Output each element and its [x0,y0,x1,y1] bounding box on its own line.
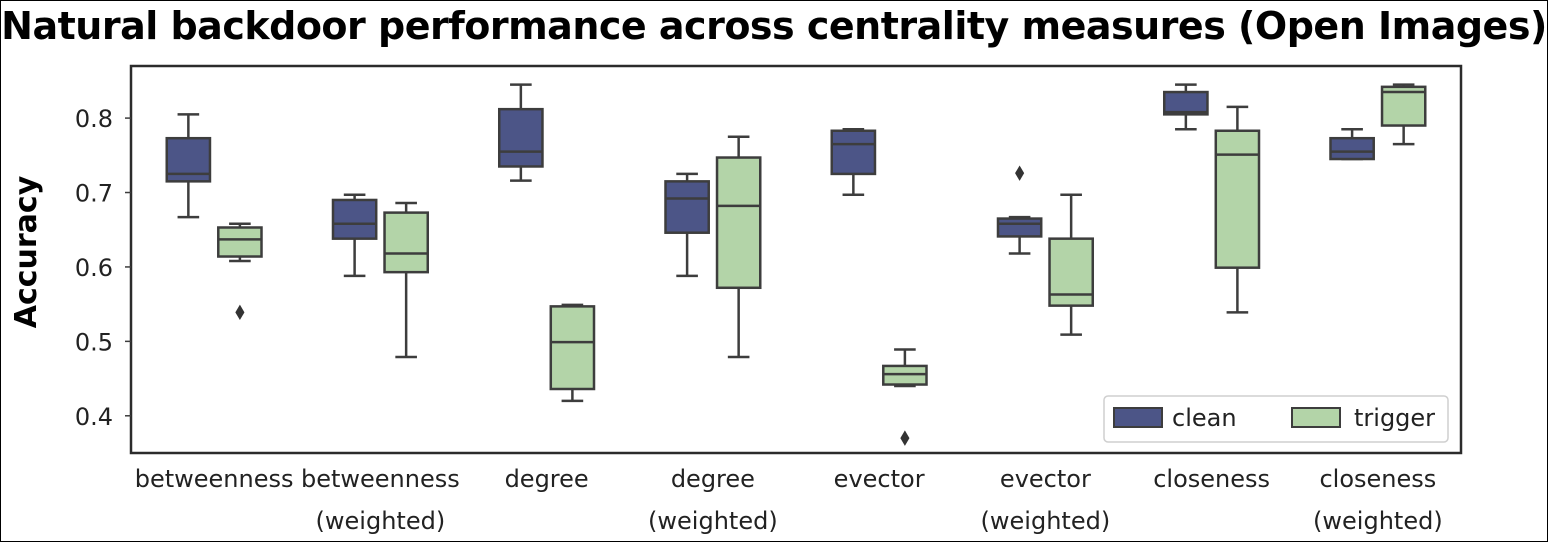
trigger-legend-label: trigger [1354,404,1435,432]
trigger-box-group [1380,83,1427,146]
outlier-marker [900,430,910,446]
legend-frame [1103,395,1449,443]
trigger-box-group [882,348,928,446]
x-category-label: (weighted) [648,507,778,535]
y-tick-label: 0.7 [75,180,113,208]
x-category-label: (weighted) [316,507,446,535]
clean-box [1162,90,1209,116]
clean-box-group [1162,83,1209,131]
clean-legend-swatch [1113,407,1163,428]
clean-box-group [996,165,1043,255]
trigger-box-group [549,303,596,403]
x-category-label: evector [1000,465,1091,493]
clean-box-group [1329,128,1375,161]
trigger-box-group [1048,193,1095,336]
trigger-box [549,305,596,391]
trigger-box-group [715,135,762,359]
trigger-legend-swatch [1291,407,1341,428]
trigger-box [217,226,263,258]
y-tick-label: 0.8 [75,105,113,133]
legend: clean trigger [1103,395,1449,443]
trigger-box-group [217,222,263,321]
x-category-label: degree [505,465,589,493]
x-category-label: (weighted) [1313,507,1443,535]
trigger-box-group [1214,105,1261,314]
outlier-marker [235,304,245,321]
x-category-label: closeness [1153,465,1270,493]
trigger-box-group [383,201,430,359]
y-tick-label: 0.4 [75,403,113,431]
y-tick-label: 0.5 [75,328,113,356]
clean-box-group [664,172,710,278]
x-category-label: (weighted) [981,507,1111,535]
x-category-label: betweenness [135,465,294,493]
x-category-label: closeness [1319,465,1436,493]
chart-title: Natural backdoor performance across cent… [1,4,1547,48]
y-tick-label: 0.6 [75,254,113,282]
clean-box-group [830,128,877,197]
clean-box [331,198,378,240]
x-category-label: degree [671,465,755,493]
clean-box-group [497,83,544,182]
clean-box-group [331,193,378,278]
trigger-box [383,211,430,274]
clean-box [830,129,877,176]
x-category-label: evector [834,465,925,493]
x-category-label: betweenness [301,465,460,493]
trigger-box [1214,129,1261,269]
clean-box [497,107,544,168]
plot-area-border [129,64,1463,455]
clean-box [1329,136,1375,161]
y-axis-label: Accuracy [9,175,44,328]
clean-box [664,180,710,234]
clean-box [996,217,1043,238]
trigger-box [715,156,762,290]
outlier-marker [1015,165,1025,181]
clean-legend-label: clean [1172,404,1237,432]
clean-box-group [165,113,212,219]
